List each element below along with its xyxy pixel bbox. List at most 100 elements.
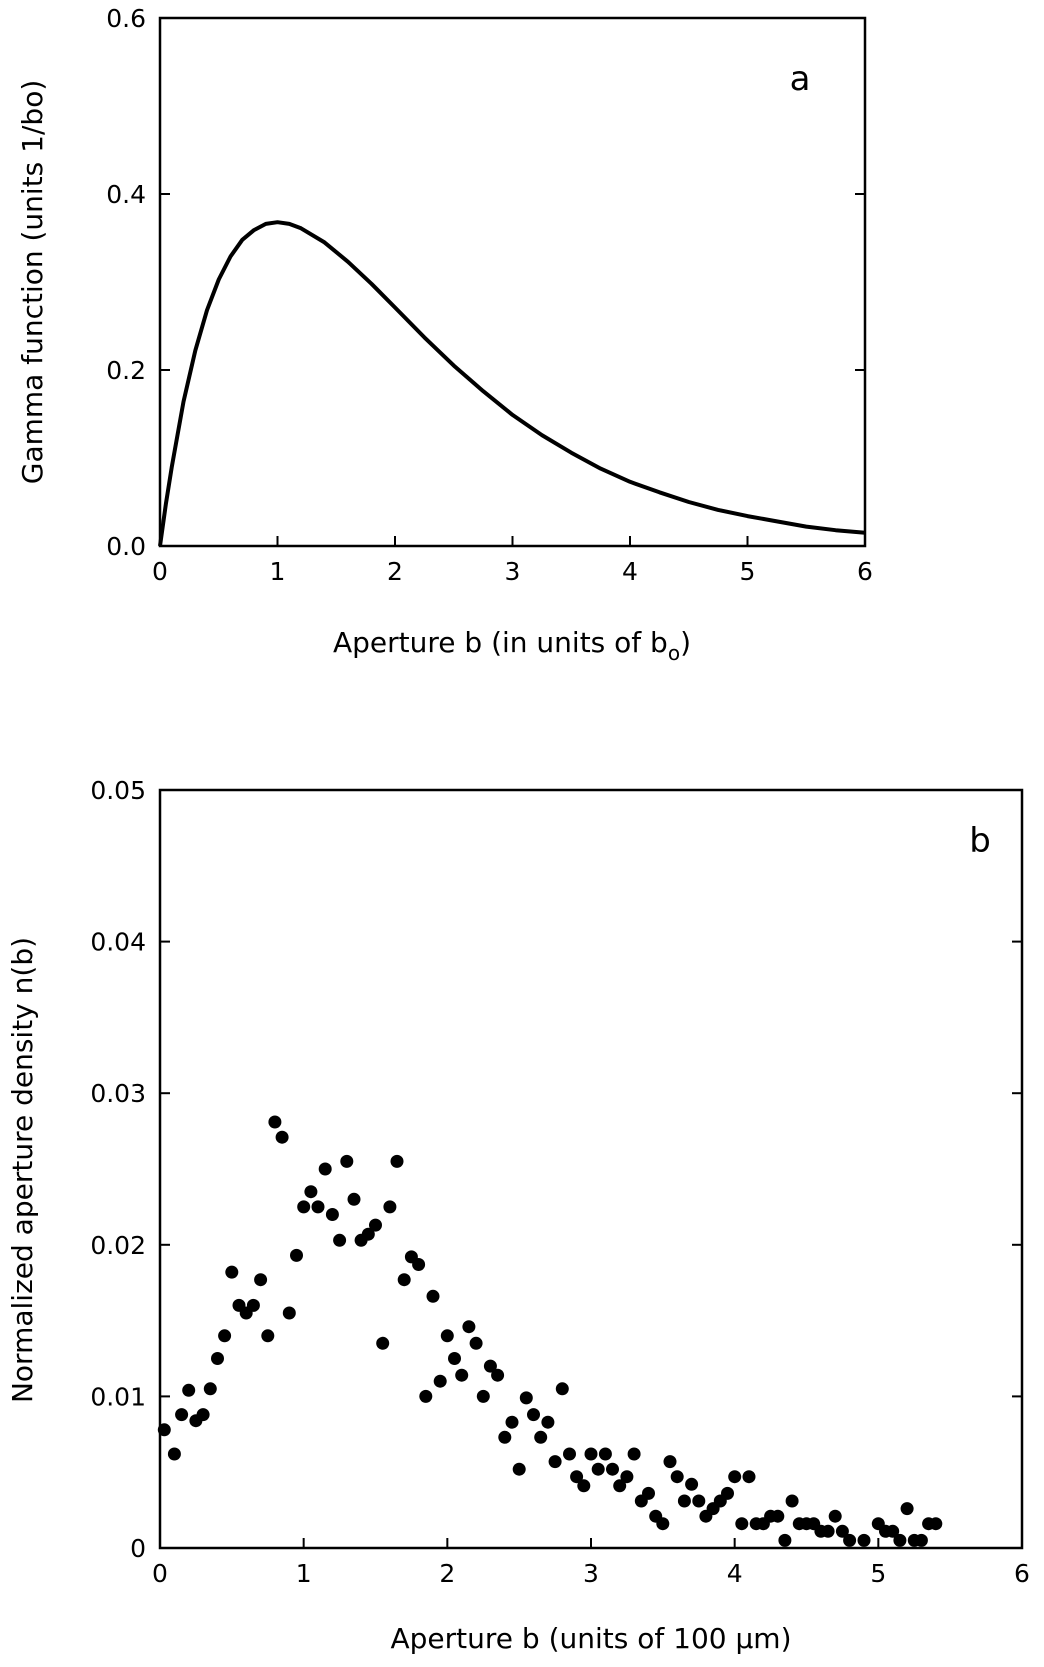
x-tick-label: 1 bbox=[270, 557, 286, 586]
data-point bbox=[469, 1336, 483, 1350]
data-point bbox=[670, 1470, 684, 1484]
y-tick-label: 0.03 bbox=[90, 1079, 146, 1108]
data-point bbox=[886, 1524, 900, 1538]
panel-b-x-axis-label: Aperture b (units of 100 μm) bbox=[391, 1622, 792, 1655]
data-point bbox=[347, 1192, 361, 1206]
data-point bbox=[390, 1154, 404, 1168]
data-point bbox=[290, 1248, 303, 1262]
data-point bbox=[606, 1462, 619, 1476]
data-point bbox=[563, 1447, 576, 1461]
data-point bbox=[476, 1389, 490, 1403]
y-tick-label: 0.0 bbox=[106, 532, 146, 561]
data-point bbox=[440, 1329, 454, 1343]
data-point bbox=[412, 1258, 426, 1271]
data-point bbox=[735, 1517, 749, 1531]
data-point bbox=[577, 1479, 591, 1493]
y-tick-label: 0.01 bbox=[90, 1382, 146, 1411]
data-point bbox=[498, 1430, 512, 1444]
data-point bbox=[311, 1200, 325, 1214]
x-tick-label: 2 bbox=[387, 557, 403, 586]
x-tick-label: 6 bbox=[857, 557, 873, 586]
y-tick-label: 0.04 bbox=[90, 928, 146, 957]
data-point bbox=[318, 1162, 332, 1176]
data-point bbox=[721, 1486, 734, 1500]
data-point bbox=[268, 1115, 282, 1129]
data-point bbox=[448, 1352, 461, 1365]
panel-a-x-axis-label: Aperture b (in units of bo) bbox=[333, 626, 691, 665]
data-point bbox=[246, 1298, 260, 1312]
data-point bbox=[857, 1533, 871, 1547]
data-point bbox=[677, 1494, 691, 1508]
data-point bbox=[361, 1227, 375, 1241]
data-point bbox=[527, 1408, 540, 1422]
data-point bbox=[218, 1329, 232, 1343]
x-tick-label: 3 bbox=[583, 1559, 599, 1588]
y-tick-label: 0.2 bbox=[106, 356, 146, 385]
y-tick-label: 0.6 bbox=[106, 4, 146, 33]
data-point bbox=[548, 1455, 562, 1469]
data-point bbox=[304, 1185, 318, 1199]
data-point bbox=[512, 1462, 526, 1476]
data-point bbox=[627, 1447, 641, 1461]
data-point bbox=[778, 1533, 792, 1547]
data-point bbox=[340, 1154, 354, 1168]
data-point bbox=[433, 1374, 447, 1388]
data-point bbox=[785, 1494, 799, 1508]
panel-a-y-axis-label: Gamma function (units 1/bo) bbox=[16, 80, 49, 484]
data-point bbox=[771, 1509, 785, 1523]
data-point bbox=[598, 1447, 612, 1461]
panel-b-aperture-density-chart: 0 1 2 3 4 5 6 0 0.01 0.02 0.03 0.04 0.05 b Aperture … bbox=[6, 776, 1030, 1655]
data-point bbox=[742, 1470, 756, 1484]
data-point bbox=[900, 1502, 914, 1516]
data-point bbox=[333, 1233, 347, 1247]
x-tick-label: 0 bbox=[152, 557, 168, 586]
data-point bbox=[261, 1329, 275, 1343]
data-point bbox=[843, 1533, 857, 1547]
x-tick-label: 5 bbox=[740, 557, 756, 586]
data-point bbox=[369, 1218, 382, 1232]
data-point bbox=[426, 1289, 440, 1303]
data-point bbox=[663, 1455, 677, 1469]
data-point bbox=[196, 1408, 210, 1422]
data-point bbox=[828, 1509, 842, 1523]
data-point bbox=[555, 1382, 569, 1396]
data-point bbox=[613, 1479, 627, 1493]
data-point bbox=[541, 1415, 555, 1429]
y-tick-label: 0 bbox=[130, 1534, 146, 1563]
data-point bbox=[397, 1273, 411, 1287]
panel-b-data-points bbox=[157, 1115, 943, 1547]
data-point bbox=[275, 1130, 289, 1144]
data-point bbox=[297, 1200, 311, 1214]
panel-a-gamma-function-chart: 0 1 2 3 4 5 6 0.0 0.2 0.4 0.6 a Aperture b (in uni… bbox=[16, 4, 873, 665]
x-tick-label: 4 bbox=[622, 557, 638, 586]
data-point bbox=[929, 1517, 943, 1531]
data-point bbox=[914, 1533, 928, 1547]
data-point bbox=[685, 1477, 699, 1491]
y-tick-label: 0.02 bbox=[90, 1231, 146, 1260]
data-point bbox=[893, 1533, 907, 1547]
x-tick-label: 3 bbox=[505, 557, 521, 586]
data-point bbox=[325, 1208, 339, 1221]
data-point bbox=[167, 1447, 181, 1461]
data-point bbox=[656, 1517, 670, 1531]
data-point bbox=[175, 1408, 189, 1422]
data-point bbox=[483, 1359, 497, 1373]
data-point bbox=[591, 1462, 605, 1476]
data-point bbox=[455, 1368, 469, 1382]
data-point bbox=[383, 1200, 397, 1214]
data-point bbox=[203, 1382, 217, 1396]
data-point bbox=[157, 1423, 171, 1437]
data-point bbox=[462, 1320, 476, 1334]
x-tick-label: 4 bbox=[727, 1559, 743, 1588]
data-point bbox=[821, 1524, 835, 1538]
data-point bbox=[419, 1389, 433, 1403]
panel-b-ticks: 0 1 2 3 4 5 6 0 0.01 0.02 0.03 0.04 0.05 bbox=[90, 776, 1030, 1588]
x-tick-label: 0 bbox=[152, 1559, 168, 1588]
data-point bbox=[642, 1486, 655, 1500]
x-tick-label: 2 bbox=[439, 1559, 455, 1588]
y-tick-label: 0.05 bbox=[90, 776, 146, 805]
panel-a-ticks: 0 1 2 3 4 5 6 0.0 0.2 0.4 0.6 bbox=[106, 4, 873, 586]
data-point bbox=[505, 1415, 519, 1429]
panel-a-label: a bbox=[790, 59, 811, 99]
